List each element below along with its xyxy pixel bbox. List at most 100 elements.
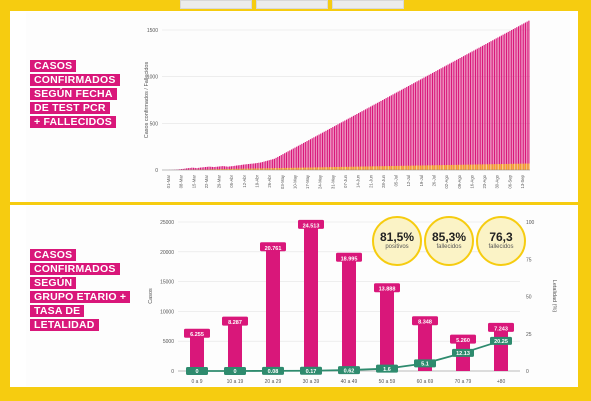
daily-death-bar: [320, 167, 322, 170]
daily-death-bar: [270, 168, 272, 170]
daily-death-bar: [397, 165, 399, 170]
daily-case-bar: [349, 117, 351, 170]
daily-death-bar: [242, 168, 245, 170]
daily-death-bar: [500, 164, 502, 170]
daily-case-bar: [278, 156, 281, 170]
top-tab: [332, 0, 404, 9]
top-x-tick-label: 26-Jul: [432, 175, 437, 186]
top-x-tick-label: 08-Mar: [179, 174, 184, 188]
daily-case-bar: [459, 58, 461, 170]
age-group-bar: [342, 257, 356, 371]
daily-case-bar: [421, 78, 423, 170]
bar-value-label-bg: [222, 316, 248, 326]
daily-death-bar: [230, 168, 232, 170]
daily-death-bar: [373, 166, 375, 170]
daily-death-bar: [246, 168, 248, 170]
daily-case-bar: [471, 51, 473, 170]
daily-death-bar: [361, 166, 363, 170]
daily-case-bar: [344, 120, 346, 170]
bar-value-label: 5.260: [456, 338, 470, 344]
frame-left-border: [0, 0, 10, 401]
daily-case-bar: [306, 141, 308, 170]
badge-deaths-share: 85,3% fallecidos: [424, 216, 474, 266]
daily-death-bar: [256, 168, 258, 170]
daily-case-bar: [191, 167, 193, 170]
daily-case-bar: [230, 166, 232, 170]
daily-case-bar: [462, 56, 465, 171]
top-x-tick-label: 29-Mar: [217, 174, 222, 188]
bottom-label-line: SEGÚN: [30, 277, 77, 289]
daily-case-bar: [296, 146, 298, 170]
daily-case-bar: [299, 144, 301, 170]
daily-case-bar: [370, 106, 372, 170]
bottom-y-tick-label: 15000: [160, 280, 174, 286]
age-group-bar: [190, 333, 204, 371]
top-x-tick-label: 21-Jun: [368, 174, 373, 187]
daily-case-bar: [493, 39, 496, 171]
daily-case-bar: [375, 103, 377, 170]
daily-death-bar: [272, 168, 274, 170]
top-x-tick-label: 31-May: [330, 174, 335, 189]
daily-case-bar: [469, 52, 472, 170]
top-label-line: CONFIRMADOS: [30, 74, 120, 86]
top-x-tick-label: 06-Sep: [507, 174, 512, 188]
daily-case-bar: [423, 77, 425, 170]
daily-case-bar: [373, 104, 375, 170]
daily-death-bar: [290, 167, 293, 170]
daily-death-bar: [388, 166, 391, 170]
daily-case-bar: [246, 164, 248, 170]
daily-case-bar: [204, 167, 207, 170]
bar-value-label-bg: [184, 328, 210, 338]
daily-death-bar: [440, 165, 442, 170]
daily-case-bar: [385, 98, 387, 170]
daily-death-bar: [433, 165, 435, 170]
daily-case-bar: [409, 85, 411, 170]
lethality-label-bg: [338, 366, 360, 375]
daily-case-bar: [220, 166, 222, 170]
age-group-tick-label: 70 a 79: [455, 379, 472, 385]
daily-death-bar: [409, 165, 411, 170]
daily-death-bar: [426, 165, 429, 170]
daily-case-bar: [309, 139, 312, 170]
daily-case-bar: [323, 131, 325, 170]
daily-case-bar: [261, 162, 263, 170]
daily-case-bar: [404, 87, 406, 170]
daily-case-bar: [517, 26, 520, 171]
daily-case-bar: [247, 164, 250, 170]
daily-death-bar: [234, 168, 236, 170]
daily-death-bar: [519, 163, 521, 170]
daily-death-bar: [330, 167, 332, 170]
age-group-tick-label: 40 a 49: [341, 379, 358, 385]
lethality-label-bg: [224, 367, 246, 375]
daily-case-bar: [526, 21, 528, 170]
daily-death-bar: [260, 168, 262, 170]
daily-case-bar: [208, 166, 210, 170]
daily-death-bar: [254, 168, 257, 170]
daily-death-bar: [316, 167, 318, 170]
bar-value-label: 6.255: [190, 332, 204, 338]
daily-death-bar: [311, 167, 313, 170]
bottom-y2-tick-label: 75: [526, 257, 532, 263]
daily-death-bar: [297, 167, 300, 170]
top-tab: [180, 0, 252, 9]
daily-death-bar: [378, 166, 380, 170]
daily-death-bar: [471, 164, 473, 170]
daily-death-bar: [303, 167, 305, 170]
daily-death-bar: [332, 167, 334, 170]
daily-case-bar: [325, 130, 327, 170]
top-x-tick-label: 05-Abr: [229, 174, 234, 187]
daily-case-bar: [217, 166, 219, 170]
bar-value-label-bg: [298, 219, 324, 229]
bar-value-label-bg: [450, 334, 476, 344]
daily-case-bar: [356, 114, 358, 170]
daily-case-bar: [402, 88, 404, 170]
daily-death-bar: [478, 164, 480, 170]
daily-case-bar: [499, 36, 501, 171]
daily-death-bar: [364, 166, 367, 170]
daily-case-bar: [297, 145, 300, 170]
top-x-tick-label: 30-Ago: [495, 174, 500, 188]
top-x-tick-label: 05-Jul: [394, 175, 399, 186]
daily-death-bar: [218, 169, 220, 170]
lethality-value-label: 20.25: [494, 339, 508, 345]
daily-death-bar: [278, 168, 281, 170]
